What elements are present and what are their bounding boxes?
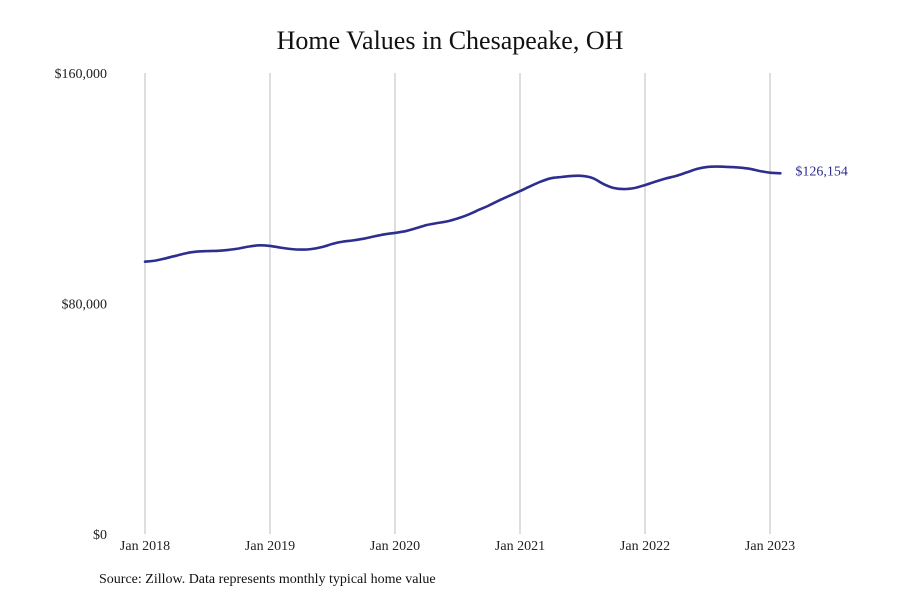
chart-title: Home Values in Chesapeake, OH [276,26,624,55]
source-note: Source: Zillow. Data represents monthly … [99,572,436,587]
x-tick-label: Jan 2019 [245,539,295,554]
y-axis-ticks: $0 $80,000 $160,000 [55,67,108,543]
y-tick-label: $0 [93,528,107,543]
x-tick-label: Jan 2022 [620,539,670,554]
x-tick-label: Jan 2023 [745,539,795,554]
vertical-gridlines [144,73,771,534]
x-tick-label: Jan 2018 [120,539,170,554]
y-tick-label: $80,000 [62,298,108,313]
x-axis-ticks: Jan 2018 Jan 2019 Jan 2020 Jan 2021 Jan 2022… [120,539,795,554]
x-tick-label: Jan 2020 [370,539,420,554]
series-layer: $126,154 [143,165,848,263]
end-value-label: $126,154 [795,165,848,180]
series-line [143,165,782,263]
x-tick-label: Jan 2021 [495,539,545,554]
y-tick-label: $160,000 [55,67,108,82]
